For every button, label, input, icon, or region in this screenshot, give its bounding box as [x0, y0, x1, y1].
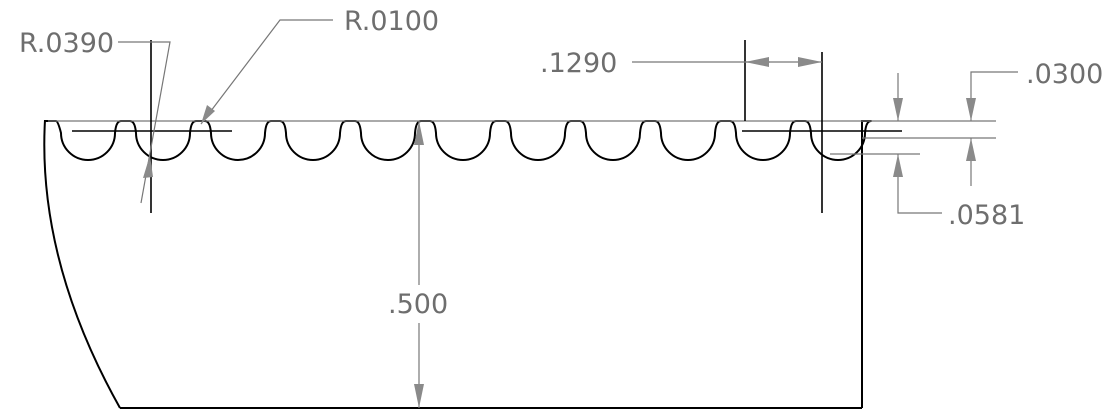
height-label: .500 — [388, 289, 448, 320]
depth-0581-arrowhead-bottom — [893, 154, 903, 177]
height-arrowhead-bottom — [414, 384, 424, 408]
height-label-background — [385, 285, 457, 323]
r0100-arrowhead — [201, 105, 215, 124]
depth-0581-arrowhead-top — [893, 98, 903, 121]
r0390-leader — [118, 41, 171, 204]
groove-profile — [45, 120, 872, 161]
pitch-arrowhead-right — [798, 57, 822, 67]
pitch-arrowhead-left — [745, 57, 769, 67]
r0390-arrowhead — [143, 155, 153, 178]
pitch-label: .1290 — [540, 48, 617, 79]
height-arrowhead-top — [414, 121, 424, 145]
depth-0581-label: .0581 — [948, 200, 1025, 231]
r0100-leader — [200, 19, 333, 125]
part-left-curved-edge — [43, 119, 121, 409]
r0390-label: R.0390 — [19, 28, 114, 59]
depth-0300-arrowhead-bottom — [966, 138, 976, 161]
depth-0300-label: .0300 — [1026, 59, 1103, 90]
depth-0581-leader — [897, 154, 942, 214]
depth-0300-arrowhead-top — [966, 98, 976, 121]
r0100-label: R.0100 — [344, 6, 439, 37]
depth-0300-leader — [970, 71, 1018, 121]
